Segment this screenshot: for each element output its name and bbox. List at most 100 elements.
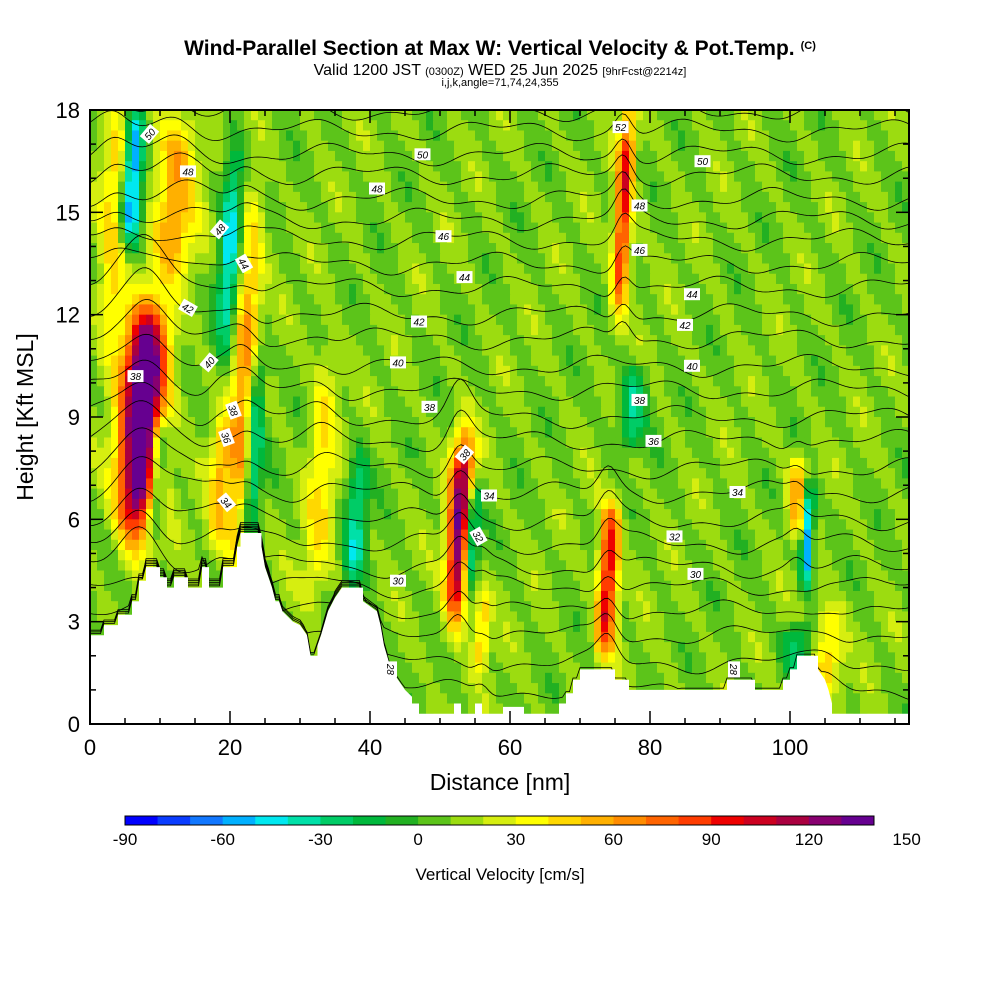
velocity-cell	[797, 140, 805, 152]
velocity-cell	[734, 355, 742, 367]
velocity-cell	[706, 140, 714, 152]
velocity-cell	[272, 140, 280, 152]
velocity-cell	[216, 396, 224, 408]
velocity-cell	[748, 212, 756, 224]
velocity-cell	[139, 181, 147, 193]
velocity-cell	[153, 304, 161, 316]
velocity-cell	[559, 345, 567, 357]
velocity-cell	[769, 335, 777, 346]
velocity-cell	[727, 222, 735, 234]
velocity-cell	[762, 263, 770, 275]
velocity-cell	[741, 273, 749, 285]
velocity-cell	[265, 417, 273, 428]
velocity-cell	[153, 294, 161, 306]
velocity-cell	[552, 294, 560, 306]
velocity-cell	[608, 273, 616, 285]
velocity-cell	[188, 447, 196, 459]
velocity-cell	[489, 335, 497, 346]
velocity-cell	[356, 447, 364, 459]
velocity-cell	[237, 171, 245, 183]
velocity-cell	[853, 365, 861, 377]
velocity-cell	[811, 355, 819, 367]
velocity-cell	[776, 191, 784, 203]
velocity-cell	[489, 324, 497, 336]
velocity-cell	[748, 232, 756, 244]
velocity-cell	[825, 212, 833, 224]
velocity-cell	[237, 314, 245, 326]
velocity-cell	[279, 171, 287, 183]
velocity-cell	[328, 417, 336, 428]
velocity-cell	[251, 488, 259, 500]
velocity-cell	[552, 212, 560, 224]
velocity-cell	[629, 171, 637, 183]
velocity-cell	[160, 110, 168, 121]
velocity-cell	[419, 365, 427, 377]
velocity-cell	[615, 509, 623, 520]
velocity-cell	[790, 150, 798, 162]
velocity-cell	[475, 222, 483, 234]
velocity-cell	[755, 150, 763, 162]
velocity-cell	[440, 509, 448, 520]
velocity-cell	[111, 478, 119, 490]
velocity-cell	[237, 140, 245, 152]
velocity-cell	[503, 243, 511, 254]
velocity-cell	[412, 273, 420, 285]
velocity-cell	[811, 447, 819, 459]
velocity-cell	[377, 417, 385, 428]
velocity-cell	[496, 294, 504, 306]
velocity-cell	[223, 253, 231, 265]
velocity-cell	[671, 345, 679, 357]
velocity-cell	[769, 263, 777, 275]
velocity-cell	[146, 529, 154, 541]
velocity-cell	[790, 478, 798, 490]
velocity-cell	[783, 468, 791, 479]
velocity-cell	[188, 181, 196, 193]
velocity-cell	[720, 488, 728, 500]
velocity-cell	[853, 171, 861, 183]
velocity-cell	[853, 202, 861, 213]
velocity-cell	[573, 498, 581, 510]
velocity-cell	[356, 304, 364, 316]
velocity-cell	[160, 386, 168, 398]
velocity-cell	[615, 150, 623, 162]
velocity-cell	[356, 212, 364, 224]
velocity-cell	[314, 386, 322, 398]
velocity-cell	[629, 110, 637, 121]
velocity-cell	[825, 417, 833, 428]
velocity-cell	[90, 161, 98, 172]
velocity-cell	[286, 457, 294, 469]
velocity-cell	[846, 417, 854, 428]
velocity-cell	[475, 263, 483, 275]
velocity-cell	[615, 478, 623, 490]
velocity-cell	[167, 519, 175, 531]
velocity-cell	[181, 365, 189, 377]
velocity-cell	[132, 212, 140, 224]
velocity-cell	[881, 212, 889, 224]
velocity-cell	[258, 222, 266, 234]
velocity-cell	[181, 417, 189, 428]
velocity-cell	[153, 191, 161, 203]
velocity-cell	[356, 498, 364, 510]
velocity-cell	[272, 304, 280, 316]
velocity-cell	[489, 478, 497, 490]
velocity-cell	[160, 324, 168, 336]
velocity-cell	[384, 161, 392, 172]
velocity-cell	[237, 478, 245, 490]
velocity-cell	[566, 457, 574, 469]
velocity-cell	[440, 161, 448, 172]
velocity-cell	[853, 304, 861, 316]
velocity-cell	[139, 110, 147, 121]
velocity-cell	[881, 253, 889, 265]
velocity-cell	[167, 304, 175, 316]
velocity-cell	[426, 509, 434, 520]
velocity-cell	[125, 498, 133, 510]
velocity-cell	[538, 202, 546, 213]
velocity-cell	[517, 539, 525, 551]
velocity-cell	[412, 519, 420, 531]
velocity-cell	[776, 365, 784, 377]
velocity-cell	[286, 314, 294, 326]
velocity-cell	[510, 243, 518, 254]
velocity-cell	[734, 140, 742, 152]
velocity-cell	[636, 294, 644, 306]
velocity-cell	[636, 519, 644, 531]
